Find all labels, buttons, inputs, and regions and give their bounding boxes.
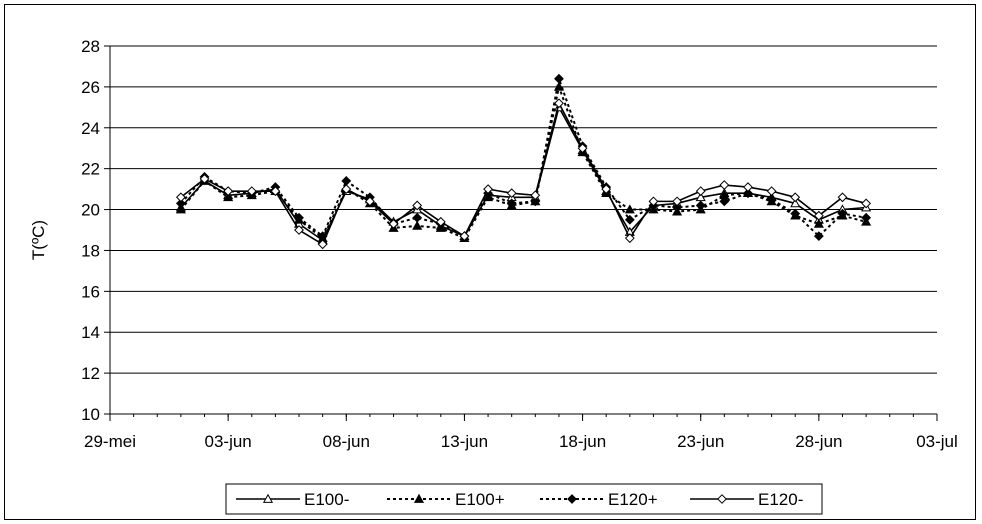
y-tick-label: 24 xyxy=(81,119,100,138)
data-point xyxy=(317,239,328,250)
legend-marker xyxy=(413,493,425,503)
data-point xyxy=(459,231,470,242)
data-point xyxy=(483,184,493,195)
x-tick-label: 08-jun xyxy=(323,432,370,451)
legend-label: E100+ xyxy=(455,490,505,509)
data-point xyxy=(695,186,706,197)
data-point xyxy=(341,176,352,186)
data-point xyxy=(223,186,234,197)
axes: 10 12 14 16 18 20 22 24 26 28 29-mei 03-jun 08-jun 13… xyxy=(81,37,958,451)
data-point xyxy=(388,218,399,229)
y-tick-label: 10 xyxy=(81,405,100,424)
data-point xyxy=(648,196,659,207)
data-point xyxy=(435,216,446,227)
series-E120- xyxy=(175,98,872,250)
y-tick-label: 20 xyxy=(81,201,100,220)
series-line xyxy=(180,105,867,242)
data-point xyxy=(861,198,872,209)
data-point xyxy=(506,198,517,209)
y-tick-label: 16 xyxy=(81,282,100,301)
data-point xyxy=(175,198,186,209)
data-point xyxy=(837,192,848,203)
data-point xyxy=(766,194,777,205)
data-point xyxy=(175,192,186,203)
data-point xyxy=(294,225,304,235)
data-point xyxy=(695,200,706,211)
data-point xyxy=(294,212,304,223)
data-point xyxy=(199,173,210,184)
data-point xyxy=(813,231,824,242)
y-tick-label: 26 xyxy=(81,78,100,97)
legend-entry: E100- xyxy=(236,490,349,509)
data-point xyxy=(530,196,541,207)
series-E100- xyxy=(175,102,872,245)
data-point xyxy=(672,202,682,213)
data-point xyxy=(624,233,635,244)
legend-entry: E120- xyxy=(690,490,803,509)
data-point xyxy=(554,98,564,109)
x-tick-label: 29-mei xyxy=(84,432,136,451)
y-tick-label: 18 xyxy=(81,241,100,260)
data-point xyxy=(246,186,257,197)
legend-entry: E120+ xyxy=(540,490,658,509)
data-point xyxy=(813,210,824,221)
data-point xyxy=(341,184,352,195)
series-line xyxy=(180,74,867,238)
data-point xyxy=(554,73,564,84)
series-E100+ xyxy=(175,81,872,243)
x-tick-label: 03-jul xyxy=(916,432,958,451)
y-tick-label: 14 xyxy=(81,323,100,342)
y-axis-title: T(ºC) xyxy=(29,220,48,260)
data-point xyxy=(743,188,753,199)
data-point xyxy=(506,188,517,199)
data-point xyxy=(412,200,423,211)
data-point xyxy=(270,186,281,197)
y-tick-label: 22 xyxy=(81,160,100,179)
data-point xyxy=(861,212,872,223)
series-line xyxy=(180,83,867,240)
data-point xyxy=(624,204,635,214)
legend-marker xyxy=(717,494,727,504)
legend-label: E120+ xyxy=(608,490,658,509)
series-group xyxy=(175,73,872,250)
data-point xyxy=(412,220,423,230)
data-point xyxy=(813,218,824,228)
data-point xyxy=(601,184,612,195)
x-tick-label: 23-jun xyxy=(677,432,724,451)
data-point xyxy=(790,208,801,219)
data-point xyxy=(719,180,730,190)
data-point xyxy=(412,212,423,223)
x-tick-label: 18-jun xyxy=(559,432,606,451)
data-point xyxy=(837,208,848,219)
data-point xyxy=(790,192,801,203)
series-E120+ xyxy=(175,73,872,242)
data-point xyxy=(672,196,682,207)
data-point xyxy=(577,143,588,154)
data-point xyxy=(223,192,234,202)
legend-marker xyxy=(567,494,577,504)
x-tick-label: 13-jun xyxy=(441,432,488,451)
legend-label: E120- xyxy=(758,490,803,509)
data-point xyxy=(743,182,753,192)
x-tick-label: 28-jun xyxy=(795,432,842,451)
y-tick-label: 28 xyxy=(81,37,100,56)
legend: E100- E100+ E120+ E120- xyxy=(225,483,823,515)
data-point xyxy=(530,190,541,201)
x-tick-label: 03-jun xyxy=(205,432,252,451)
legend-label: E100- xyxy=(304,490,349,509)
legend-entry: E100+ xyxy=(387,490,505,509)
data-point xyxy=(766,186,777,197)
series-line xyxy=(180,101,867,246)
data-point xyxy=(719,196,730,207)
data-point xyxy=(175,204,186,214)
data-point xyxy=(790,198,801,208)
data-point xyxy=(624,214,635,225)
legend-marker xyxy=(262,493,274,503)
chart-frame xyxy=(4,4,976,520)
data-point xyxy=(365,196,375,207)
y-tick-label: 12 xyxy=(81,364,100,383)
